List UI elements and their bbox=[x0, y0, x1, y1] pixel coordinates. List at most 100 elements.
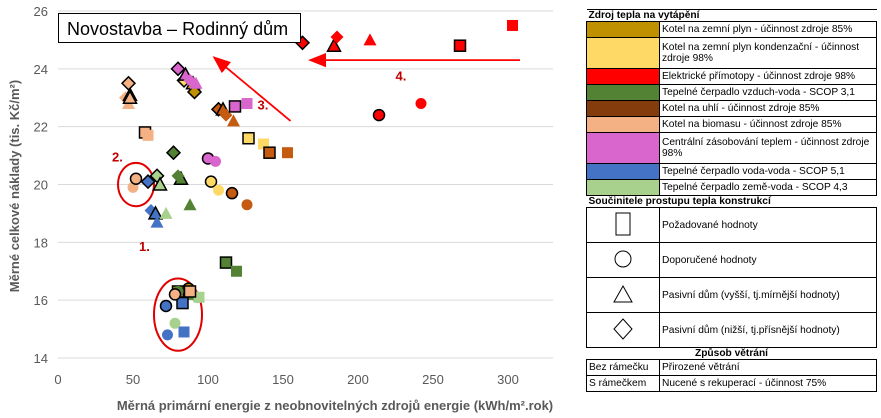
legend-item-label: Elektrické přímotopy - účinnost zdroje 9… bbox=[659, 68, 877, 85]
x-tick-label: 150 bbox=[272, 372, 294, 387]
data-point-diamond bbox=[170, 61, 186, 77]
annotation-label: 1. bbox=[139, 239, 150, 254]
data-point-square bbox=[228, 100, 242, 113]
data-point-square bbox=[178, 326, 190, 338]
data-point-circle bbox=[168, 288, 182, 301]
y-tick-label: 26 bbox=[34, 4, 48, 19]
data-point-triangle bbox=[150, 215, 164, 228]
legend-symbol-rectangle bbox=[586, 207, 660, 243]
data-point-circle bbox=[213, 184, 224, 196]
data-point-diamond bbox=[171, 169, 185, 183]
data-point-circle bbox=[162, 329, 173, 341]
legend-item-label: Kotel na zemní plyn - účinnost zdroje 85… bbox=[659, 21, 877, 38]
legend-swatch bbox=[586, 132, 660, 164]
data-point-circle bbox=[210, 155, 221, 167]
legend-item-label: Kotel na biomasu - účinnost zdroje 85% bbox=[659, 116, 877, 133]
legend-uvalue-header: Součinitele prostupu tepla konstrukcí bbox=[586, 195, 877, 208]
data-point-square bbox=[142, 129, 154, 141]
legend-vent-key: S rámečkem bbox=[586, 375, 660, 392]
data-point-square bbox=[231, 265, 242, 277]
annotations: 1. 2. 3. 4. bbox=[112, 52, 520, 352]
legend-swatch bbox=[586, 68, 660, 85]
data-point-square bbox=[242, 131, 255, 145]
data-point-square bbox=[219, 256, 233, 269]
y-tick-label: 16 bbox=[34, 293, 48, 308]
legend-item-label: Kotel na uhlí - účinnost zdroje 85% bbox=[659, 100, 877, 117]
x-tick-label: 50 bbox=[126, 372, 140, 387]
y-tick-label: 20 bbox=[34, 178, 48, 193]
legend-item-label: Tepelné čerpadlo země-voda - SCOP 4,3 bbox=[659, 179, 877, 196]
data-point-square bbox=[241, 98, 253, 110]
data-point-circle bbox=[241, 199, 253, 211]
data-point-triangle bbox=[152, 176, 168, 191]
legend-item-label: Přirozené větrání bbox=[659, 359, 877, 376]
x-tick-label: 0 bbox=[54, 372, 61, 387]
annotation-label: 3. bbox=[258, 97, 269, 112]
legend-item-label: Doporučené hodnoty bbox=[659, 242, 877, 278]
triangle-icon bbox=[613, 284, 633, 302]
annotation-label: 2. bbox=[112, 149, 123, 164]
legend-item-label: Tepelné čerpadlo voda-voda - SCOP 5,1 bbox=[659, 163, 877, 180]
data-point-circle bbox=[204, 175, 218, 188]
data-point-triangle bbox=[159, 206, 173, 219]
y-tick-label: 18 bbox=[34, 235, 48, 250]
data-point-circle bbox=[169, 317, 181, 329]
data-point-square bbox=[453, 39, 467, 52]
data-point-triangle bbox=[326, 37, 342, 52]
legend-swatch bbox=[586, 116, 660, 133]
legend-vent-header: Způsob větrání bbox=[586, 347, 877, 360]
data-point-diamond bbox=[165, 145, 182, 161]
legend-symbol-diamond bbox=[586, 312, 660, 348]
scatter-plot: 14 16 18 20 22 24 26 0 50 100 150 200 250 300 1. 2. 3.… bbox=[7, 4, 553, 413]
data-point-diamond bbox=[120, 75, 137, 91]
data-point-square bbox=[183, 285, 197, 298]
x-tick-label: 200 bbox=[347, 372, 369, 387]
legend-swatch bbox=[586, 84, 660, 101]
data-point-diamond bbox=[330, 30, 344, 44]
data-points bbox=[119, 19, 518, 341]
legend-heating-header: Zdroj tepla na vytápění bbox=[586, 9, 877, 22]
data-point-square bbox=[282, 147, 293, 159]
data-point-triangle bbox=[363, 33, 377, 46]
data-point-triangle bbox=[122, 89, 138, 104]
legend-swatch bbox=[586, 163, 660, 180]
legend: Zdroj tepla na vytápění Kotel na zemní pl… bbox=[586, 9, 877, 392]
y-tick-label: 22 bbox=[34, 120, 48, 135]
legend-item-label: Požadované hodnoty bbox=[659, 207, 877, 243]
diamond-icon bbox=[613, 317, 633, 340]
legend-symbol-circle bbox=[586, 242, 660, 278]
legend-item-label: Tepelné čerpadlo vzduch-voda - SCOP 3,1 bbox=[659, 84, 877, 101]
legend-item-label: Kotel na zemní plyn kondenzační - účinno… bbox=[659, 37, 877, 69]
legend-vent-key: Bez rámečku bbox=[586, 359, 660, 376]
highlight-ellipse bbox=[153, 277, 203, 352]
y-tick-label: 24 bbox=[34, 62, 48, 77]
legend-item-label: Nucené s rekuperací - účinnost 75% bbox=[659, 375, 877, 392]
rectangle-icon bbox=[615, 212, 631, 235]
legend-swatch bbox=[586, 100, 660, 117]
x-tick-label: 250 bbox=[422, 372, 444, 387]
legend-swatch bbox=[586, 179, 660, 196]
legend-item-label: Pasivní dům (vyšší, tj.mírnější hodnoty) bbox=[659, 277, 877, 313]
legend-symbol-triangle bbox=[586, 277, 660, 313]
annotation-label: 4. bbox=[396, 68, 407, 83]
circle-icon bbox=[614, 250, 632, 267]
x-tick-label: 100 bbox=[197, 372, 219, 387]
data-point-diamond bbox=[140, 174, 156, 190]
data-point-square bbox=[507, 19, 518, 31]
legend-item-label: Centrální zásobování teplem - účinnost z… bbox=[659, 132, 877, 164]
x-tick-label: 300 bbox=[497, 372, 519, 387]
y-tick-label: 14 bbox=[34, 351, 48, 366]
x-axis-title: Měrná primární energie z neobnovitelných… bbox=[117, 398, 553, 413]
data-point-circle bbox=[372, 108, 386, 122]
data-point-circle bbox=[159, 299, 173, 313]
data-point-square bbox=[176, 296, 189, 310]
annotation-arrow bbox=[212, 56, 292, 122]
data-point-triangle bbox=[189, 76, 203, 89]
data-point-triangle bbox=[183, 198, 197, 211]
data-point-circle bbox=[225, 186, 239, 200]
data-point-square bbox=[193, 291, 205, 303]
data-point-square bbox=[263, 146, 276, 159]
data-point-triangle bbox=[227, 114, 240, 127]
legend-item-label: Pasivní dům (nižší, tj.přísnější hodnoty… bbox=[659, 312, 877, 348]
x-tick-labels: 0 50 100 150 200 250 300 bbox=[54, 372, 518, 387]
